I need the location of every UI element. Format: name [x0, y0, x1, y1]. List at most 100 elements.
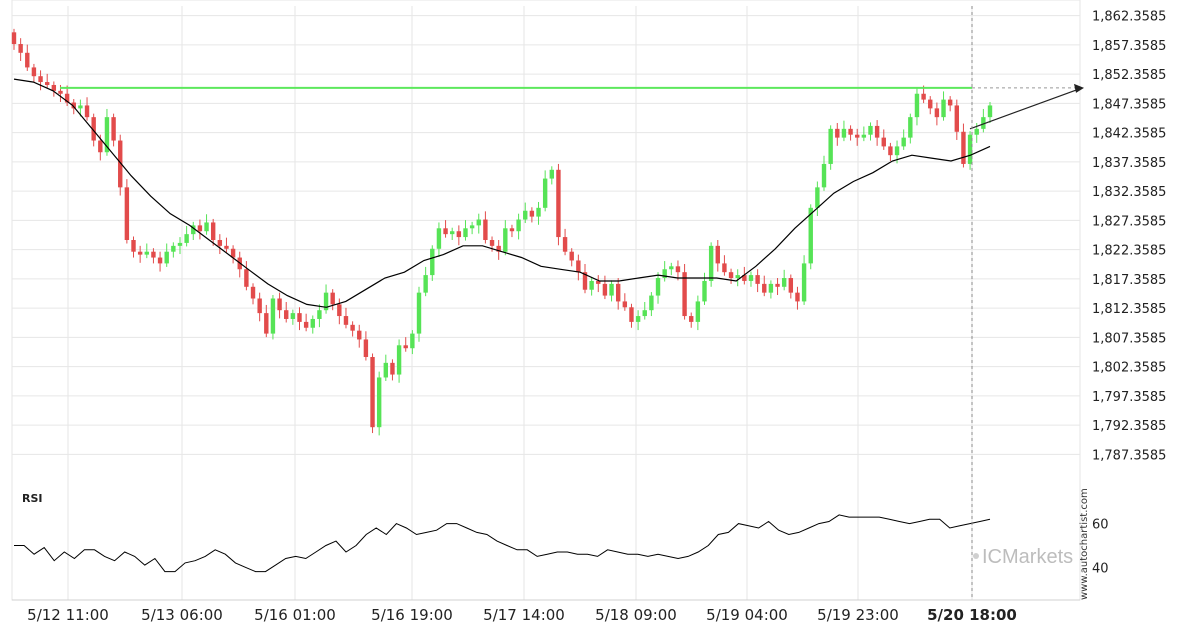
- candle: [523, 202, 528, 224]
- candle-body: [649, 295, 654, 311]
- candle: [204, 214, 209, 235]
- candle: [881, 129, 886, 150]
- candle: [290, 309, 296, 325]
- candle-body: [675, 266, 681, 273]
- candle-body: [310, 318, 315, 328]
- candle: [84, 97, 90, 121]
- candle: [509, 224, 515, 238]
- candle: [967, 131, 973, 170]
- candle: [908, 113, 913, 144]
- candle-body: [901, 137, 906, 147]
- candle: [928, 96, 933, 115]
- candle-body: [569, 251, 574, 261]
- rsi-tick-label: 60: [1092, 518, 1109, 533]
- candle: [436, 222, 442, 257]
- time-tick-label: 5/19 04:00: [706, 606, 788, 624]
- candle-body: [615, 283, 621, 302]
- candle: [542, 170, 548, 212]
- candle: [735, 269, 740, 287]
- candle: [51, 81, 57, 97]
- candle-body: [576, 260, 581, 273]
- candle-body: [556, 169, 561, 238]
- candle: [171, 242, 176, 258]
- candle-body: [855, 134, 860, 138]
- candle-body: [835, 128, 840, 138]
- candle-body: [728, 272, 734, 279]
- candle-body: [270, 298, 276, 334]
- candle: [456, 225, 462, 246]
- candle-body: [755, 275, 760, 284]
- candle-body: [795, 292, 800, 302]
- candle: [582, 263, 588, 294]
- candle: [177, 237, 183, 255]
- candle: [669, 262, 674, 276]
- icmarkets-brand: ICMarkets: [982, 546, 1073, 568]
- candle: [396, 339, 402, 383]
- candle-body: [18, 44, 23, 53]
- time-tick-label: 5/19 23:00: [817, 606, 899, 624]
- candle: [635, 310, 641, 331]
- candle-body: [403, 345, 408, 349]
- price-tick-label: 1,817.3585: [1092, 273, 1166, 288]
- candle: [197, 219, 203, 240]
- candle: [748, 271, 754, 287]
- candle-body: [708, 245, 714, 281]
- candle-body: [31, 67, 37, 77]
- candle: [191, 221, 196, 240]
- candle: [78, 99, 83, 117]
- candle: [25, 44, 30, 71]
- time-tick-label: 5/16 01:00: [254, 606, 336, 624]
- candle-body: [277, 298, 282, 311]
- candle-body: [655, 278, 661, 296]
- candle-body: [423, 275, 428, 293]
- price-tick-label: 1,832.3585: [1092, 185, 1166, 200]
- candle-body: [456, 231, 462, 238]
- candle-body: [264, 313, 269, 334]
- arrow-head-icon: [1074, 83, 1084, 93]
- time-tick-label: 5/18 09:00: [595, 606, 677, 624]
- candle-body: [748, 275, 754, 281]
- rsi-panel: 60 40: [14, 514, 1109, 576]
- rsi-line: [14, 514, 991, 573]
- candle-body: [51, 84, 57, 91]
- price-tick-label: 1,847.3585: [1092, 97, 1166, 112]
- candle: [868, 122, 873, 141]
- candle-body: [58, 90, 63, 94]
- candle: [18, 38, 23, 61]
- candle: [808, 204, 813, 270]
- candle: [244, 261, 249, 291]
- candle: [649, 292, 654, 317]
- candle-body: [602, 283, 608, 296]
- candle-body: [735, 275, 740, 279]
- candle: [742, 266, 747, 285]
- candle: [450, 227, 455, 240]
- candle-body: [244, 269, 249, 287]
- candle-body: [257, 298, 262, 314]
- candle: [376, 371, 382, 436]
- candle-body: [330, 292, 335, 305]
- candle: [463, 220, 468, 241]
- candle-body: [84, 105, 90, 118]
- candle-body: [151, 251, 156, 258]
- candle: [788, 274, 794, 299]
- candle: [11, 28, 17, 50]
- candle-body: [622, 301, 628, 308]
- candle: [708, 242, 714, 287]
- candle-body: [503, 228, 508, 252]
- rsi-title: RSI: [22, 492, 43, 505]
- candle-body: [868, 125, 873, 135]
- candle-body: [961, 131, 966, 164]
- candle-body: [443, 228, 448, 235]
- candle: [629, 303, 634, 328]
- candle: [250, 283, 256, 305]
- candle-body: [529, 210, 535, 217]
- candle: [137, 245, 143, 263]
- candle-body: [144, 251, 149, 255]
- candle: [987, 101, 993, 123]
- candle-body: [722, 263, 727, 273]
- candle: [914, 87, 920, 126]
- price-tick-label: 1,802.3585: [1092, 361, 1166, 376]
- candle-body: [821, 163, 827, 188]
- candle: [874, 120, 880, 146]
- candle: [443, 220, 448, 238]
